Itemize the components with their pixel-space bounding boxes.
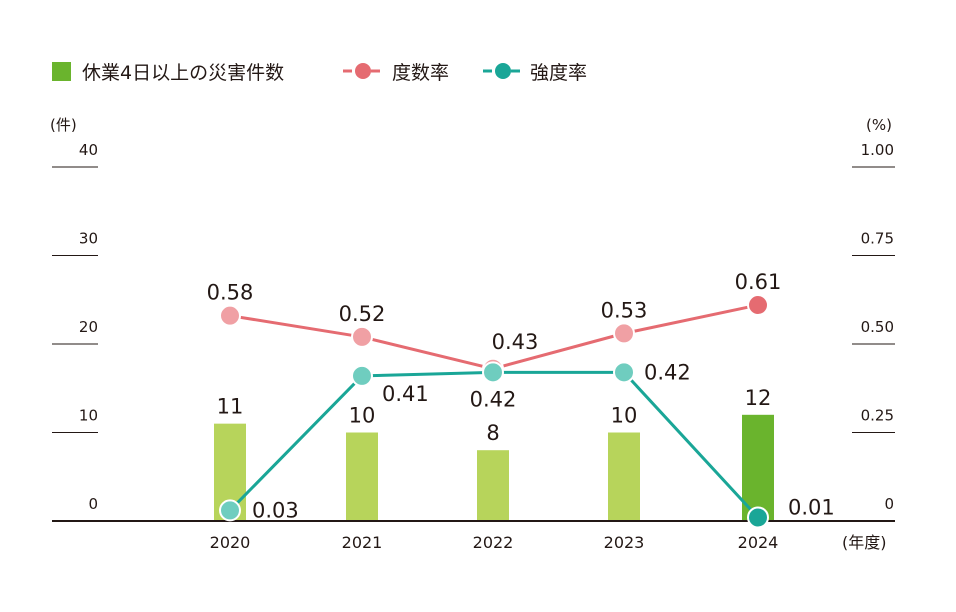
bar-value-label: 10	[611, 404, 638, 428]
category-label: 2024	[738, 533, 779, 552]
right-tick-label: 1.00	[861, 141, 894, 159]
frequency-value-label: 0.52	[339, 302, 386, 326]
bar-2022	[477, 450, 509, 521]
severity-value-label: 0.01	[788, 495, 835, 519]
category-label: 2021	[342, 533, 383, 552]
right-axis-ticks: 0 0.25 0.50 0.75 1.00	[852, 141, 895, 513]
legend-marker-frequency	[355, 63, 371, 79]
severity-point-2021	[351, 364, 373, 387]
severity-value-label: 0.42	[470, 387, 517, 411]
bar-value-label: 10	[349, 404, 376, 428]
bar-value-label: 11	[217, 395, 244, 419]
category-label: 2020	[210, 533, 251, 552]
right-tick-label: 0	[884, 495, 894, 513]
frequency-value-label: 0.43	[492, 330, 539, 354]
right-tick-label: 0.25	[861, 407, 894, 425]
severity-point-2024	[747, 506, 769, 529]
bar-2021	[346, 432, 378, 521]
left-tick-label: 0	[88, 495, 98, 513]
frequency-point-2023	[613, 322, 635, 345]
category-labels: 2020 2021 2022 2023 2024	[210, 533, 779, 552]
category-label: 2022	[473, 533, 514, 552]
right-tick-label: 0.75	[861, 230, 894, 248]
legend: 休業4日以上の災害件数 度数率 強度率	[52, 62, 587, 84]
left-tick-label: 30	[79, 230, 98, 248]
severity-point-2023	[613, 361, 635, 384]
right-axis-unit: (%)	[866, 116, 892, 134]
bar-value-label: 12	[745, 386, 772, 410]
frequency-value-label: 0.61	[735, 270, 782, 294]
x-axis-unit: (年度)	[842, 533, 887, 552]
frequency-point-2021	[351, 325, 373, 348]
left-tick-label: 40	[79, 141, 98, 159]
frequency-point-2024	[747, 294, 769, 317]
bar-value-label: 8	[486, 421, 499, 445]
left-tick-label: 20	[79, 318, 98, 336]
frequency-value-label: 0.58	[207, 281, 254, 305]
severity-value-label: 0.42	[644, 360, 691, 384]
legend-label-severity: 強度率	[530, 62, 587, 84]
severity-value-label: 0.41	[382, 382, 429, 406]
left-axis-unit: (件)	[50, 116, 77, 134]
severity-value-label: 0.03	[252, 498, 299, 522]
severity-point-2022	[482, 361, 504, 384]
legend-swatch-incidents	[52, 62, 71, 81]
legend-marker-severity	[495, 63, 511, 79]
bar-series: 11 10 8 10 12	[214, 386, 774, 521]
line-series: 0.58 0.52 0.43 0.53 0.61 0.03 0.41 0.42 0.42 0.01	[207, 270, 835, 529]
category-label: 2023	[604, 533, 645, 552]
bar-2024	[742, 414, 774, 521]
bar-2023	[608, 432, 640, 521]
left-tick-label: 10	[79, 407, 98, 425]
frequency-point-2020	[219, 304, 241, 327]
legend-label-incidents: 休業4日以上の災害件数	[82, 62, 284, 84]
frequency-value-label: 0.53	[601, 298, 648, 322]
severity-point-2020	[219, 499, 241, 522]
legend-label-frequency: 度数率	[392, 62, 449, 84]
right-tick-label: 0.50	[861, 318, 894, 336]
left-axis-ticks: 0 10 20 30 40	[52, 141, 98, 513]
